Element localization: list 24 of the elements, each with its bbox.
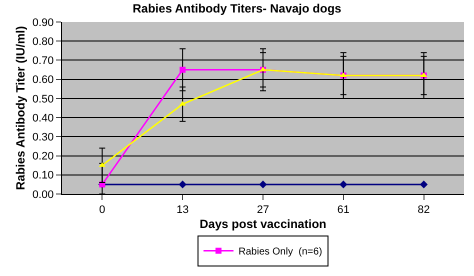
legend-label: Rabies Only (n=6) (238, 246, 322, 258)
y-tick-label: 0.10 (32, 170, 54, 182)
y-tick-label: 0.00 (32, 188, 54, 201)
point (259, 180, 267, 188)
x-tick-label: 61 (337, 204, 350, 216)
x-tick-label: 0 (99, 204, 106, 216)
y-tick-label: 0.90 (32, 16, 54, 29)
x-axis-title: Days post vaccination (200, 217, 326, 232)
point (180, 66, 186, 73)
point (178, 180, 186, 188)
y-tick-label: 0.30 (32, 132, 54, 144)
x-tick-label: 27 (256, 204, 270, 216)
y-tick-label: 0.70 (32, 55, 54, 68)
point (340, 180, 348, 188)
chart-title: Rabies Antibody Titers- Navajo dogs (132, 2, 342, 16)
y-tick-label: 0.50 (32, 93, 54, 106)
x-tick-label: 13 (176, 204, 189, 216)
y-tick-label: 0.20 (32, 150, 54, 163)
y-tick-label: 0.80 (32, 36, 54, 48)
point (420, 180, 428, 188)
y-axis-title: Rabies Antibody Titer (IU/ml) (14, 26, 28, 190)
y-tick-label: 0.40 (32, 112, 54, 124)
x-tick-label: 82 (418, 204, 430, 216)
y-tick-label: 0.60 (32, 74, 54, 86)
